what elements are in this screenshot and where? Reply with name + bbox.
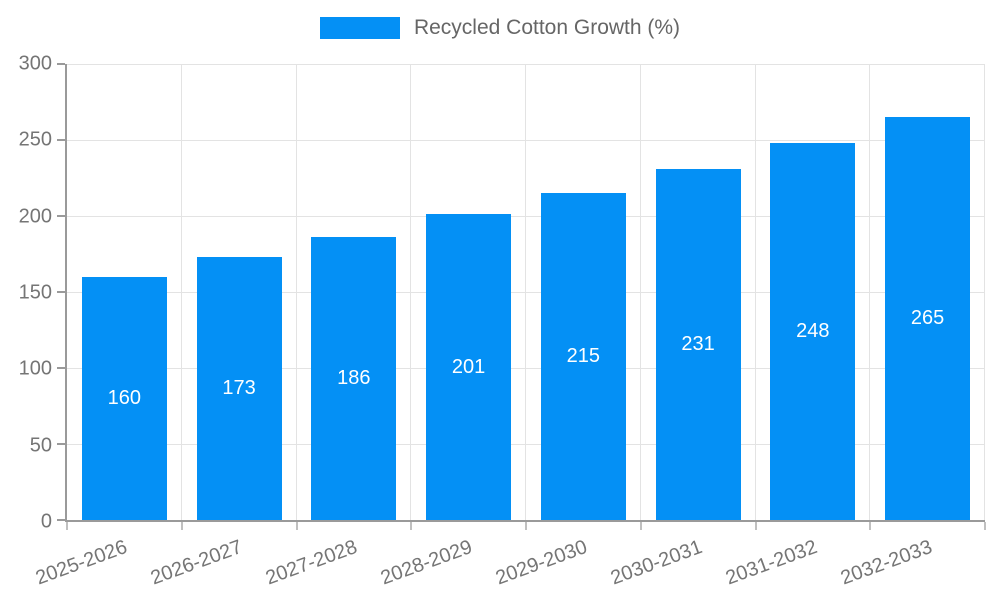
gridline-vertical: [754, 64, 756, 520]
bar: 173: [196, 257, 282, 520]
gridline-vertical: [295, 64, 297, 520]
bar: 248: [770, 143, 856, 520]
gridline-vertical: [525, 64, 526, 520]
y-axis-tick-label: 50: [29, 434, 52, 457]
bar: 265: [885, 117, 971, 520]
gridline-vertical: [180, 64, 182, 520]
y-axis-tick: [57, 138, 65, 141]
gridline-vertical: [410, 64, 412, 520]
x-axis-category-label: 2027-2028: [262, 536, 361, 590]
x-axis-tick: [869, 522, 872, 530]
legend[interactable]: Recycled Cotton Growth (%): [0, 16, 1000, 40]
x-axis-tick: [180, 522, 183, 530]
x-axis-tick: [639, 522, 642, 530]
bar: 215: [540, 193, 626, 520]
bar-value-label: 186: [337, 367, 371, 390]
x-axis-labels: 2025-2026 2026-2027 2027-2028 2028-2029 2029…: [33, 522, 985, 600]
bar: 160: [81, 276, 167, 520]
gridline-vertical: [984, 64, 985, 520]
gridline-horizontal: [67, 64, 985, 65]
x-axis-category-label: 2030-2031: [607, 536, 706, 590]
y-axis-tick: [57, 519, 65, 521]
y-axis-tick: [57, 291, 65, 293]
gridline-vertical: [869, 64, 871, 520]
x-axis-tick: [984, 522, 986, 530]
gridline-horizontal: [67, 444, 985, 445]
bar: 186: [311, 237, 397, 520]
bar-value-label: 201: [451, 355, 486, 378]
y-axis-labels: 0 50 100 150 200 250 300: [0, 53, 52, 533]
gridline-horizontal: [67, 215, 985, 217]
gridline-horizontal: [67, 367, 985, 369]
y-axis-tick-label: 100: [18, 357, 52, 380]
y-axis-tick-label: 300: [18, 52, 52, 75]
bar-value-label: 265: [910, 307, 945, 330]
x-axis-category-label: 2031-2032: [722, 536, 821, 590]
x-axis-category-label: 2029-2030: [492, 536, 591, 590]
x-axis-tick: [295, 522, 298, 530]
x-axis-category-label: 2032-2033: [837, 536, 936, 590]
plot-area: 160 173 186 201 215 231 248 265: [57, 63, 986, 530]
y-axis-tick: [57, 366, 65, 369]
x-axis-tick: [410, 522, 413, 530]
gridline-horizontal: [67, 292, 985, 293]
y-axis-tick-label: 200: [18, 205, 52, 228]
y-axis-tick: [57, 214, 65, 217]
y-axis-tick-label: 150: [18, 281, 52, 304]
x-axis-tick: [525, 522, 527, 530]
y-axis-tick: [57, 63, 65, 65]
y-axis-tick-label: 0: [40, 510, 52, 533]
gridline-horizontal: [67, 139, 985, 141]
bar: 231: [655, 168, 741, 520]
y-axis-tick-label: 250: [18, 128, 52, 151]
bar-value-label: 248: [796, 320, 830, 343]
x-axis-category-label: 2025-2026: [32, 536, 131, 590]
x-axis-category-label: 2026-2027: [147, 536, 246, 590]
x-axis-tick: [66, 522, 68, 530]
bar: 201: [426, 214, 512, 520]
x-axis-category-label: 2028-2029: [377, 536, 476, 590]
bar-value-label: 173: [222, 377, 256, 400]
legend-label: Recycled Cotton Growth (%): [413, 16, 681, 39]
legend-swatch: [319, 17, 400, 39]
bar-value-label: 231: [681, 332, 715, 355]
x-axis-tick: [754, 522, 757, 530]
bar-value-label: 215: [566, 345, 601, 368]
y-axis-tick: [57, 443, 65, 445]
bar-value-label: 160: [107, 386, 142, 409]
gridline-vertical: [639, 64, 641, 520]
